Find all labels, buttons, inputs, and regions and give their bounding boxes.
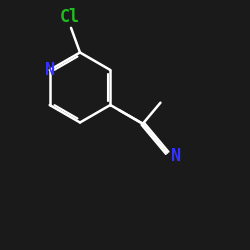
- Text: N: N: [45, 61, 55, 79]
- Text: N: N: [172, 147, 181, 165]
- Text: Cl: Cl: [60, 8, 80, 26]
